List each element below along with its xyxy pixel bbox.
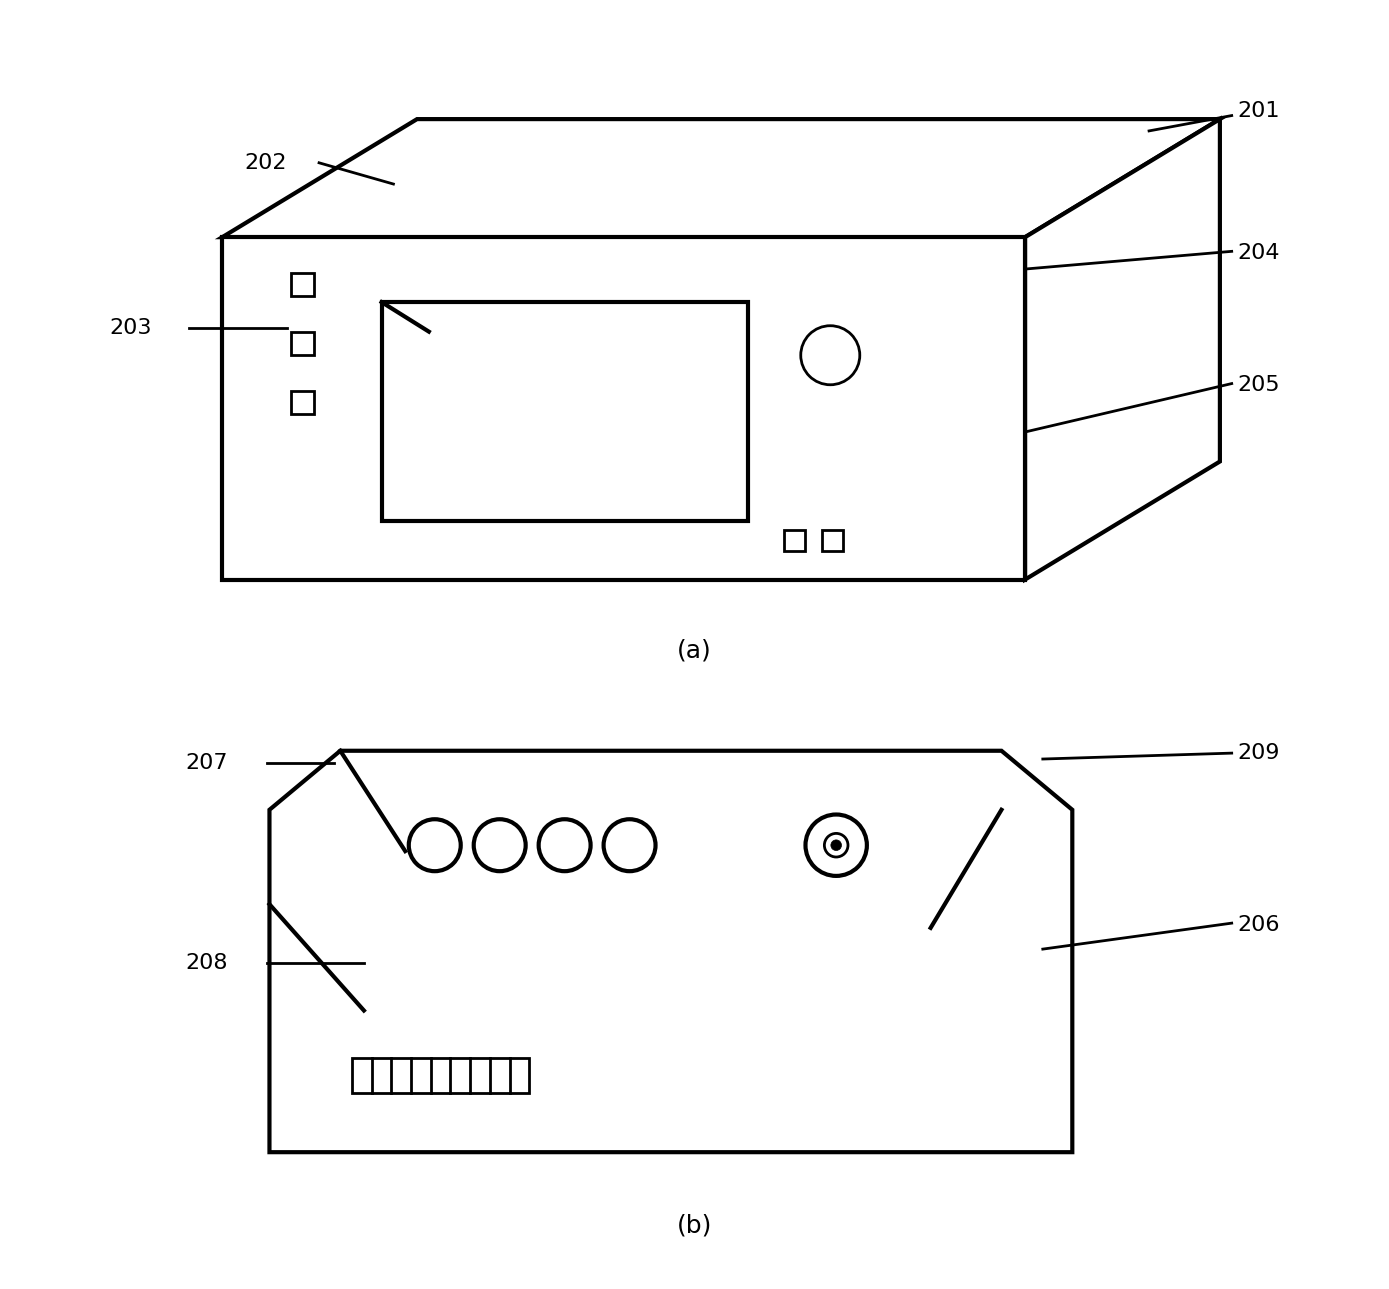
- Polygon shape: [269, 750, 1072, 1152]
- Circle shape: [806, 815, 867, 877]
- Text: 206: 206: [1238, 915, 1281, 936]
- Text: 208: 208: [186, 954, 228, 973]
- Polygon shape: [1025, 119, 1220, 580]
- Text: 204: 204: [1238, 242, 1281, 263]
- Text: 202: 202: [244, 153, 288, 173]
- Bar: [290, 331, 314, 356]
- Circle shape: [408, 820, 461, 871]
- Text: (a): (a): [676, 638, 713, 663]
- Circle shape: [831, 840, 842, 851]
- Text: 201: 201: [1238, 101, 1281, 121]
- Bar: [290, 272, 314, 296]
- Text: (b): (b): [676, 1213, 713, 1237]
- Bar: [822, 530, 843, 552]
- Circle shape: [539, 820, 590, 871]
- Polygon shape: [222, 119, 1220, 237]
- Circle shape: [825, 834, 849, 857]
- Bar: [382, 302, 747, 521]
- Text: 209: 209: [1238, 744, 1281, 763]
- Circle shape: [474, 820, 525, 871]
- Bar: [290, 391, 314, 414]
- Bar: [351, 1058, 529, 1093]
- Text: 205: 205: [1238, 375, 1281, 394]
- Circle shape: [604, 820, 656, 871]
- Bar: [222, 237, 1025, 580]
- Circle shape: [801, 326, 860, 384]
- Bar: [785, 530, 806, 552]
- Text: 207: 207: [186, 753, 228, 772]
- Text: 203: 203: [108, 318, 151, 338]
